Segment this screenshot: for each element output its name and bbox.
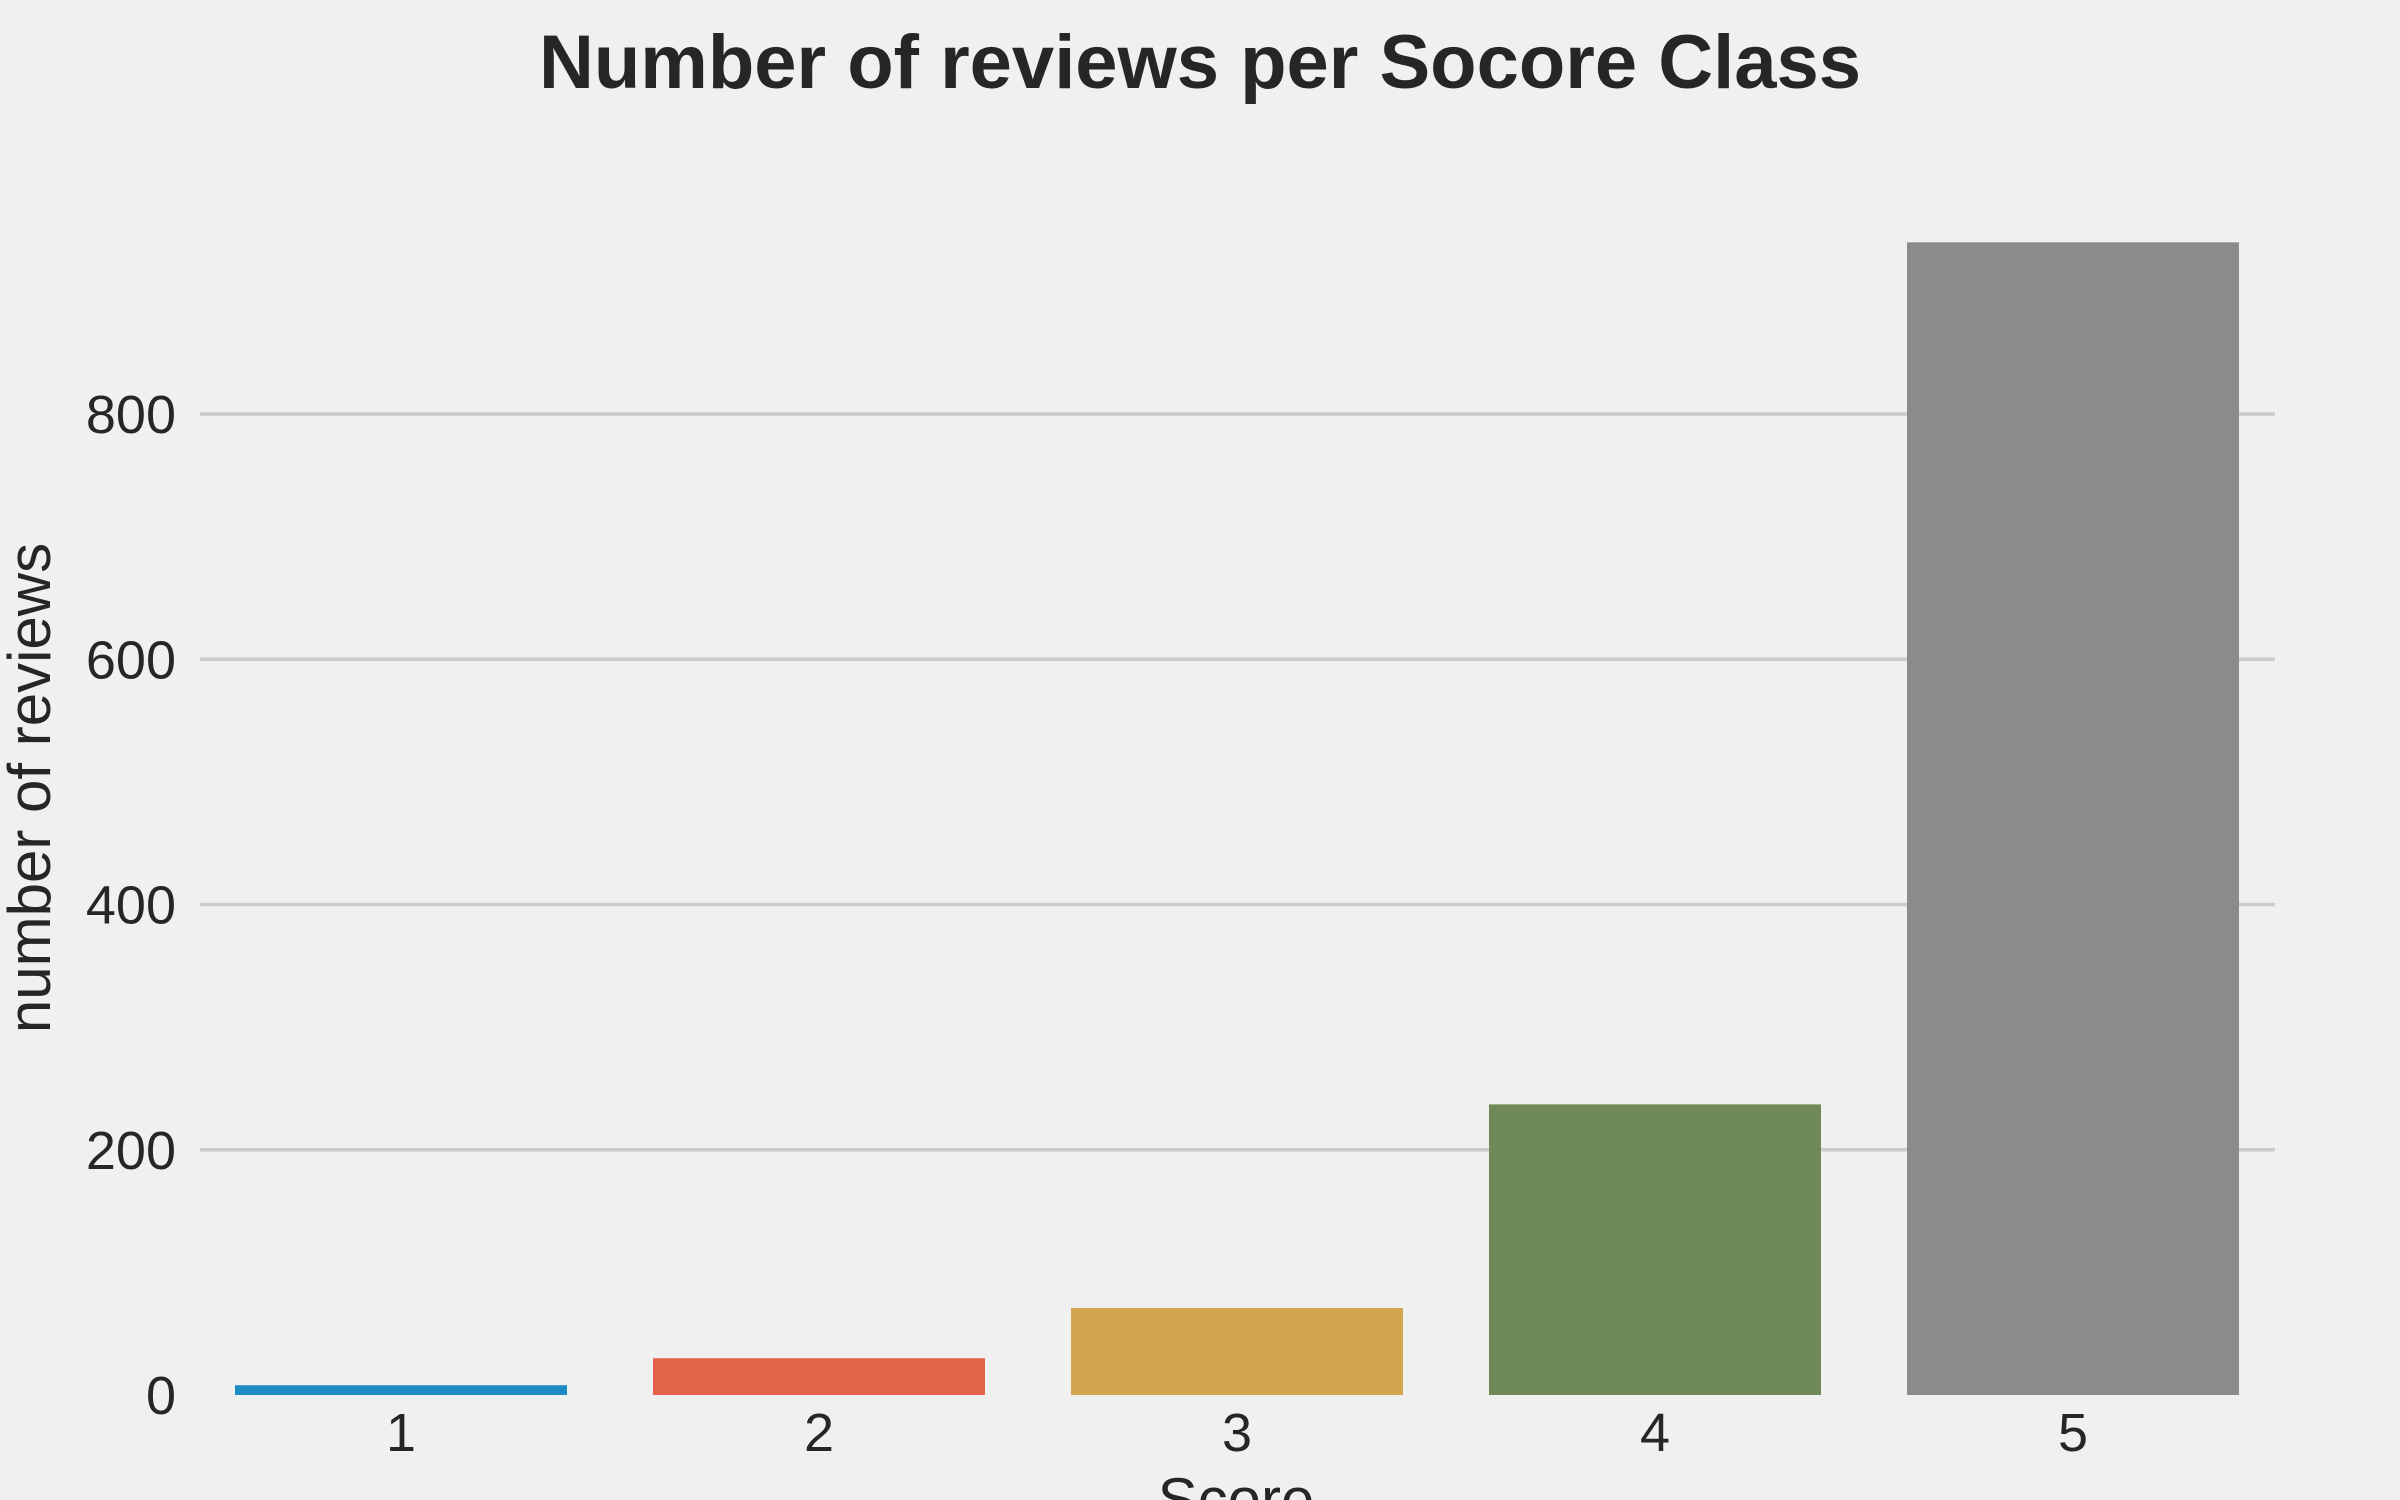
bar-score-1 (235, 1385, 567, 1395)
x-tick-label: 4 (1640, 1403, 1670, 1463)
y-tick-labels: 0 200 400 600 800 (86, 385, 176, 1426)
x-tick-label: 2 (804, 1403, 834, 1463)
x-tick-label: 1 (386, 1403, 416, 1463)
x-tick-labels: 1 2 3 4 5 (386, 1403, 2088, 1463)
y-tick-label: 0 (146, 1366, 176, 1426)
y-tick-label: 400 (86, 876, 176, 936)
y-tick-label: 600 (86, 630, 176, 690)
y-tick-label: 200 (86, 1121, 176, 1181)
bars (235, 242, 2239, 1396)
x-tick-label: 5 (2058, 1403, 2088, 1463)
y-tick-label: 800 (86, 385, 176, 445)
y-axis-label: number of reviews (0, 543, 63, 1033)
bar-score-5 (1907, 242, 2239, 1396)
bar-score-3 (1071, 1307, 1403, 1395)
bar-score-4 (1489, 1104, 1821, 1395)
x-tick-label: 3 (1222, 1403, 1252, 1463)
x-axis-label: Score (1158, 1466, 1315, 1500)
bar-score-2 (653, 1358, 985, 1395)
chart-title: Number of reviews per Socore Class (539, 20, 1861, 105)
